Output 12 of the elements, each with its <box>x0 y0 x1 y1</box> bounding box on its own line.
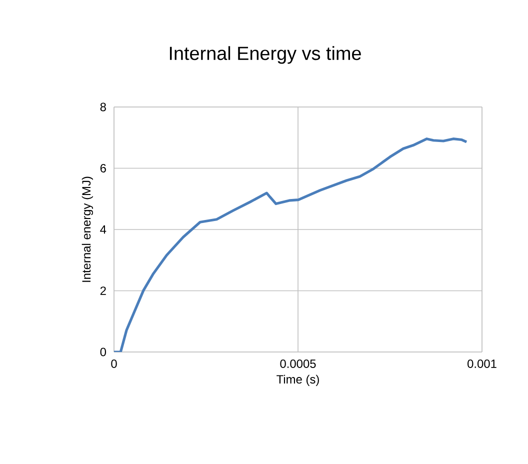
chart-title: Internal Energy vs time <box>170 46 361 64</box>
x-tick-label: 0 <box>111 360 117 368</box>
x-tick-label: 0.0005 <box>280 360 316 368</box>
y-tick-label: 0 <box>100 348 106 356</box>
x-tick-label: 0.001 <box>468 360 496 368</box>
y-axis-title: Internal energy (MJ) <box>82 176 93 282</box>
y-tick-label: 8 <box>100 102 106 112</box>
y-tick-label: 6 <box>100 164 106 172</box>
x-axis-title: Time (s) <box>276 374 319 386</box>
line-series <box>114 138 468 352</box>
y-tick-label: 4 <box>100 225 106 234</box>
y-tick-label: 2 <box>100 286 106 295</box>
